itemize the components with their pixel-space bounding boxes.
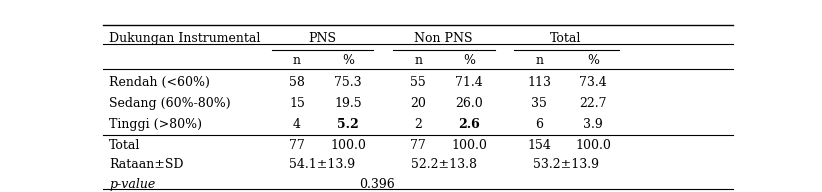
Text: 58: 58 — [289, 76, 305, 89]
Text: %: % — [587, 54, 599, 67]
Text: 154: 154 — [527, 138, 551, 151]
Text: 19.5: 19.5 — [335, 97, 362, 110]
Text: PNS: PNS — [308, 32, 336, 45]
Text: 73.4: 73.4 — [580, 76, 607, 89]
Text: 26.0: 26.0 — [455, 97, 483, 110]
Text: Dukungan Instrumental: Dukungan Instrumental — [109, 32, 261, 45]
Text: 20: 20 — [410, 97, 426, 110]
Text: 3.9: 3.9 — [584, 118, 603, 131]
Text: Sedang (60%-80%): Sedang (60%-80%) — [109, 97, 231, 110]
Text: 0.396: 0.396 — [359, 178, 395, 191]
Text: Rataan±SD: Rataan±SD — [109, 158, 183, 171]
Text: 100.0: 100.0 — [451, 138, 487, 151]
Text: 53.2±13.9: 53.2±13.9 — [533, 158, 599, 171]
Text: n: n — [414, 54, 422, 67]
Text: n: n — [293, 54, 301, 67]
Text: 22.7: 22.7 — [580, 97, 607, 110]
Text: 77: 77 — [410, 138, 426, 151]
Text: 113: 113 — [527, 76, 551, 89]
Text: 77: 77 — [289, 138, 305, 151]
Text: 100.0: 100.0 — [330, 138, 366, 151]
Text: 4: 4 — [293, 118, 301, 131]
Text: 71.4: 71.4 — [455, 76, 483, 89]
Text: 52.2±13.8: 52.2±13.8 — [410, 158, 477, 171]
Text: 15: 15 — [289, 97, 305, 110]
Text: Total: Total — [550, 32, 582, 45]
Text: Rendah (<60%): Rendah (<60%) — [109, 76, 210, 89]
Text: 55: 55 — [410, 76, 426, 89]
Text: 5.2: 5.2 — [337, 118, 359, 131]
Text: %: % — [342, 54, 354, 67]
Text: n: n — [535, 54, 543, 67]
Text: 54.1±13.9: 54.1±13.9 — [289, 158, 356, 171]
Text: 75.3: 75.3 — [335, 76, 362, 89]
Text: Non PNS: Non PNS — [414, 32, 473, 45]
Text: Tinggi (>80%): Tinggi (>80%) — [109, 118, 202, 131]
Text: 100.0: 100.0 — [575, 138, 612, 151]
Text: %: % — [463, 54, 475, 67]
Text: 2.6: 2.6 — [458, 118, 480, 131]
Text: p-value: p-value — [109, 178, 155, 191]
Text: 35: 35 — [531, 97, 547, 110]
Text: 6: 6 — [535, 118, 543, 131]
Text: Total: Total — [109, 138, 141, 151]
Text: 2: 2 — [414, 118, 422, 131]
